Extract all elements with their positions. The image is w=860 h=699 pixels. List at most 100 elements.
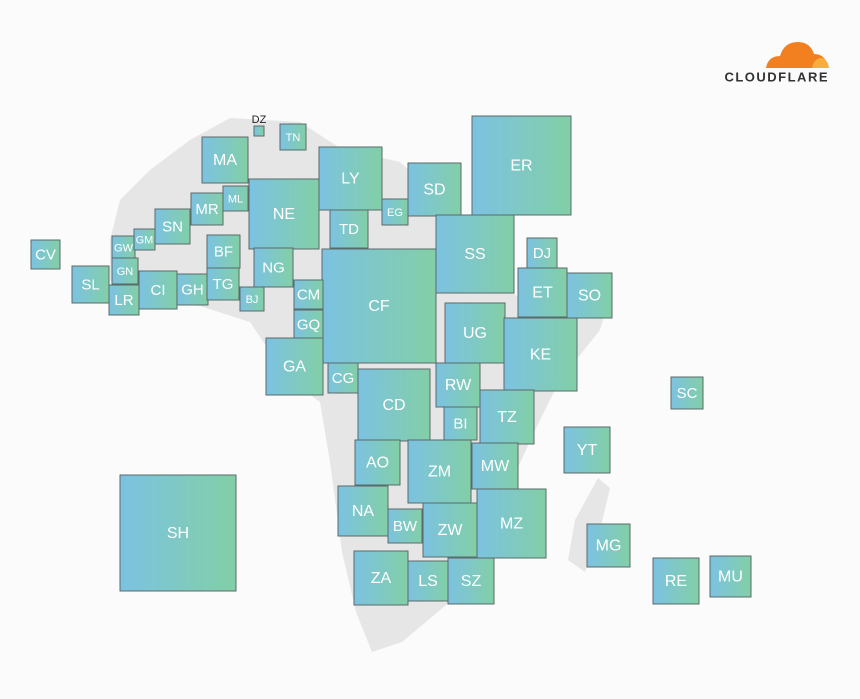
country-square: [381, 198, 409, 226]
country-square: [206, 267, 240, 301]
country-label: SZ: [461, 573, 482, 590]
country-label: SH: [167, 525, 189, 542]
country-square: [206, 234, 241, 269]
country-label: LS: [418, 573, 438, 590]
country-square: [154, 208, 191, 245]
country-label: LR: [114, 292, 133, 309]
country-square: [407, 162, 462, 217]
country-label: BF: [214, 243, 233, 260]
country-square: [526, 237, 558, 269]
country-label: SO: [578, 288, 601, 305]
country-square: [138, 270, 178, 310]
country-label: GN: [117, 266, 134, 278]
country-label: GQ: [297, 316, 320, 333]
country-label: TD: [339, 221, 359, 238]
country-label: SN: [162, 218, 183, 235]
country-label: NG: [262, 259, 285, 276]
country-square: [357, 368, 431, 442]
country-square: [709, 555, 752, 598]
country-label: MU: [718, 569, 743, 586]
country-square: [387, 508, 423, 544]
country-square: [201, 136, 249, 184]
country-label: GA: [283, 359, 306, 376]
country-label: TG: [213, 276, 234, 293]
country-label: ZW: [438, 522, 464, 539]
logo-cloud: [766, 42, 828, 68]
country-label: MZ: [500, 516, 523, 533]
country-label: SC: [677, 385, 698, 402]
country-square: [407, 439, 472, 504]
country-square: [30, 239, 61, 270]
country-label: UG: [463, 325, 487, 342]
country-square: [476, 488, 547, 559]
country-label: ZA: [371, 570, 392, 587]
logo: CLOUDFLARE: [724, 42, 829, 84]
country-square: [444, 302, 506, 364]
country-label: AO: [366, 455, 389, 472]
country-label: YT: [577, 442, 598, 459]
country-label: ZM: [428, 464, 451, 481]
country-square: [586, 523, 631, 568]
country-label: CD: [382, 397, 405, 414]
country-square: [265, 337, 324, 396]
country-square: [222, 185, 249, 212]
country-label: GW: [114, 242, 134, 254]
country-label: TZ: [497, 409, 517, 426]
country-square: [563, 426, 611, 474]
country-label: RE: [665, 573, 687, 590]
country-square: [111, 257, 139, 285]
country-label: BW: [393, 518, 418, 535]
country-square: [354, 439, 401, 486]
country-label: TN: [286, 132, 301, 144]
country-label: DJ: [533, 245, 551, 262]
country-label: BJ: [246, 294, 259, 306]
country-label: CG: [332, 370, 355, 387]
country-label: ET: [532, 285, 553, 302]
country-label: CM: [297, 286, 320, 303]
country-square: [447, 557, 495, 605]
country-square: [327, 362, 359, 394]
country-square: [293, 279, 324, 310]
country-label: KE: [530, 347, 551, 364]
country-square: [353, 550, 409, 606]
country-square: [108, 284, 140, 316]
country-square: [71, 265, 110, 304]
country-label: RW: [445, 377, 472, 394]
country-label: CV: [35, 246, 56, 263]
country-square: [652, 557, 700, 605]
country-label: CI: [151, 282, 166, 299]
country-label: GM: [136, 234, 154, 246]
country-label: SD: [423, 182, 445, 199]
country-label: MG: [596, 538, 622, 555]
country-square: [119, 474, 237, 592]
logo-text: CLOUDFLARE: [724, 69, 829, 84]
country-label: BI: [453, 415, 467, 432]
country-square: [279, 123, 307, 151]
country-label: NA: [352, 503, 375, 520]
country-label: DZ: [252, 114, 267, 126]
country-square: [321, 248, 437, 364]
country-square: [503, 317, 578, 392]
country-square: [239, 286, 265, 312]
country-label: GH: [181, 281, 204, 298]
country-square: [471, 442, 519, 490]
country-label: MR: [195, 201, 218, 218]
country-square: [566, 272, 613, 319]
country-square: [253, 247, 294, 288]
country-label: EG: [387, 207, 403, 219]
country-square: [479, 389, 535, 445]
country-square: [670, 376, 704, 410]
logo-cloud-accent: [812, 58, 829, 68]
country-square: [443, 406, 478, 441]
country-square: [133, 228, 156, 251]
country-square: [248, 178, 320, 250]
country-square: [471, 115, 572, 216]
country-label: NE: [273, 206, 295, 223]
country-square: [435, 214, 515, 294]
country-square: [329, 209, 369, 249]
country-square: [407, 560, 449, 602]
country-label: ML: [228, 193, 243, 205]
country-label: CF: [368, 298, 390, 315]
